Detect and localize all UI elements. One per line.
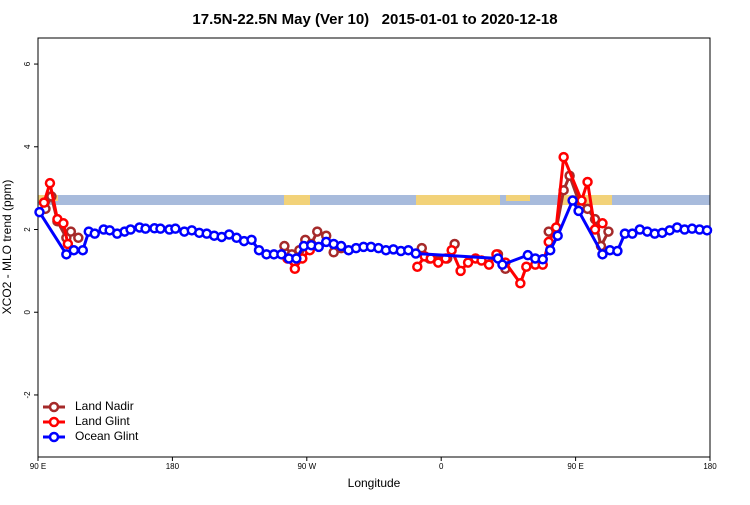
point [312,226,323,237]
point [246,234,257,246]
legend-label: Land Glint [75,414,130,428]
point [34,206,45,218]
point [279,240,290,252]
legend-marker [48,431,60,443]
point [291,253,302,264]
point [335,240,347,252]
point [537,254,548,265]
x-tick-label: 180 [166,462,180,471]
point [627,228,638,239]
y-axis-label: XCO2 - MLO trend (ppm) [0,180,14,315]
y-tick-label: -2 [23,391,32,399]
point [65,226,77,237]
point [125,224,136,235]
point [582,176,593,188]
x-tick-label: 90 E [567,462,583,471]
point [140,223,151,234]
x-tick-label: 90 E [30,462,46,471]
point [455,265,466,277]
point [410,248,422,259]
point [567,195,578,206]
y-tick-label: 2 [23,227,32,232]
point [38,197,50,208]
point [497,259,508,270]
point [58,218,69,229]
point [289,263,301,275]
point [412,261,423,272]
point [483,259,495,270]
point [612,245,623,257]
point [77,244,89,256]
point [552,230,563,241]
point [73,232,84,244]
x-tick-label: 180 [703,462,717,471]
point [446,244,457,256]
y-tick-label: 4 [23,144,32,149]
x-tick-label: 90 W [297,462,316,471]
point [558,151,569,163]
point [61,249,72,260]
x-tick-label: 0 [439,462,444,471]
land-mask-strip [38,195,710,205]
point [573,205,584,217]
point [89,228,100,239]
point [432,257,444,268]
legend-marker [48,401,60,413]
legend-label: Ocean Glint [75,429,139,443]
point [313,241,324,253]
point [515,278,526,289]
point [521,261,532,272]
series-line [42,156,604,287]
point [544,244,556,256]
point [62,238,74,250]
point [462,257,474,268]
chart-title: 17.5N-22.5N May (Ver 10) 2015-01-01 to 2… [192,11,557,28]
y-tick-label: 6 [23,61,32,66]
point [576,195,587,206]
point [44,177,56,189]
point [589,224,601,235]
point [253,244,265,256]
point [276,249,287,260]
point [701,225,713,236]
point [597,218,608,229]
x-axis-label: Longitude [348,476,401,490]
legend-label: Land Nadir [75,399,134,413]
y-tick-label: 0 [23,309,32,314]
point [597,249,608,260]
legend-marker [48,416,60,428]
plot-frame [37,37,711,458]
point [170,223,181,234]
point [155,223,166,234]
point [603,226,614,237]
point [68,244,80,256]
